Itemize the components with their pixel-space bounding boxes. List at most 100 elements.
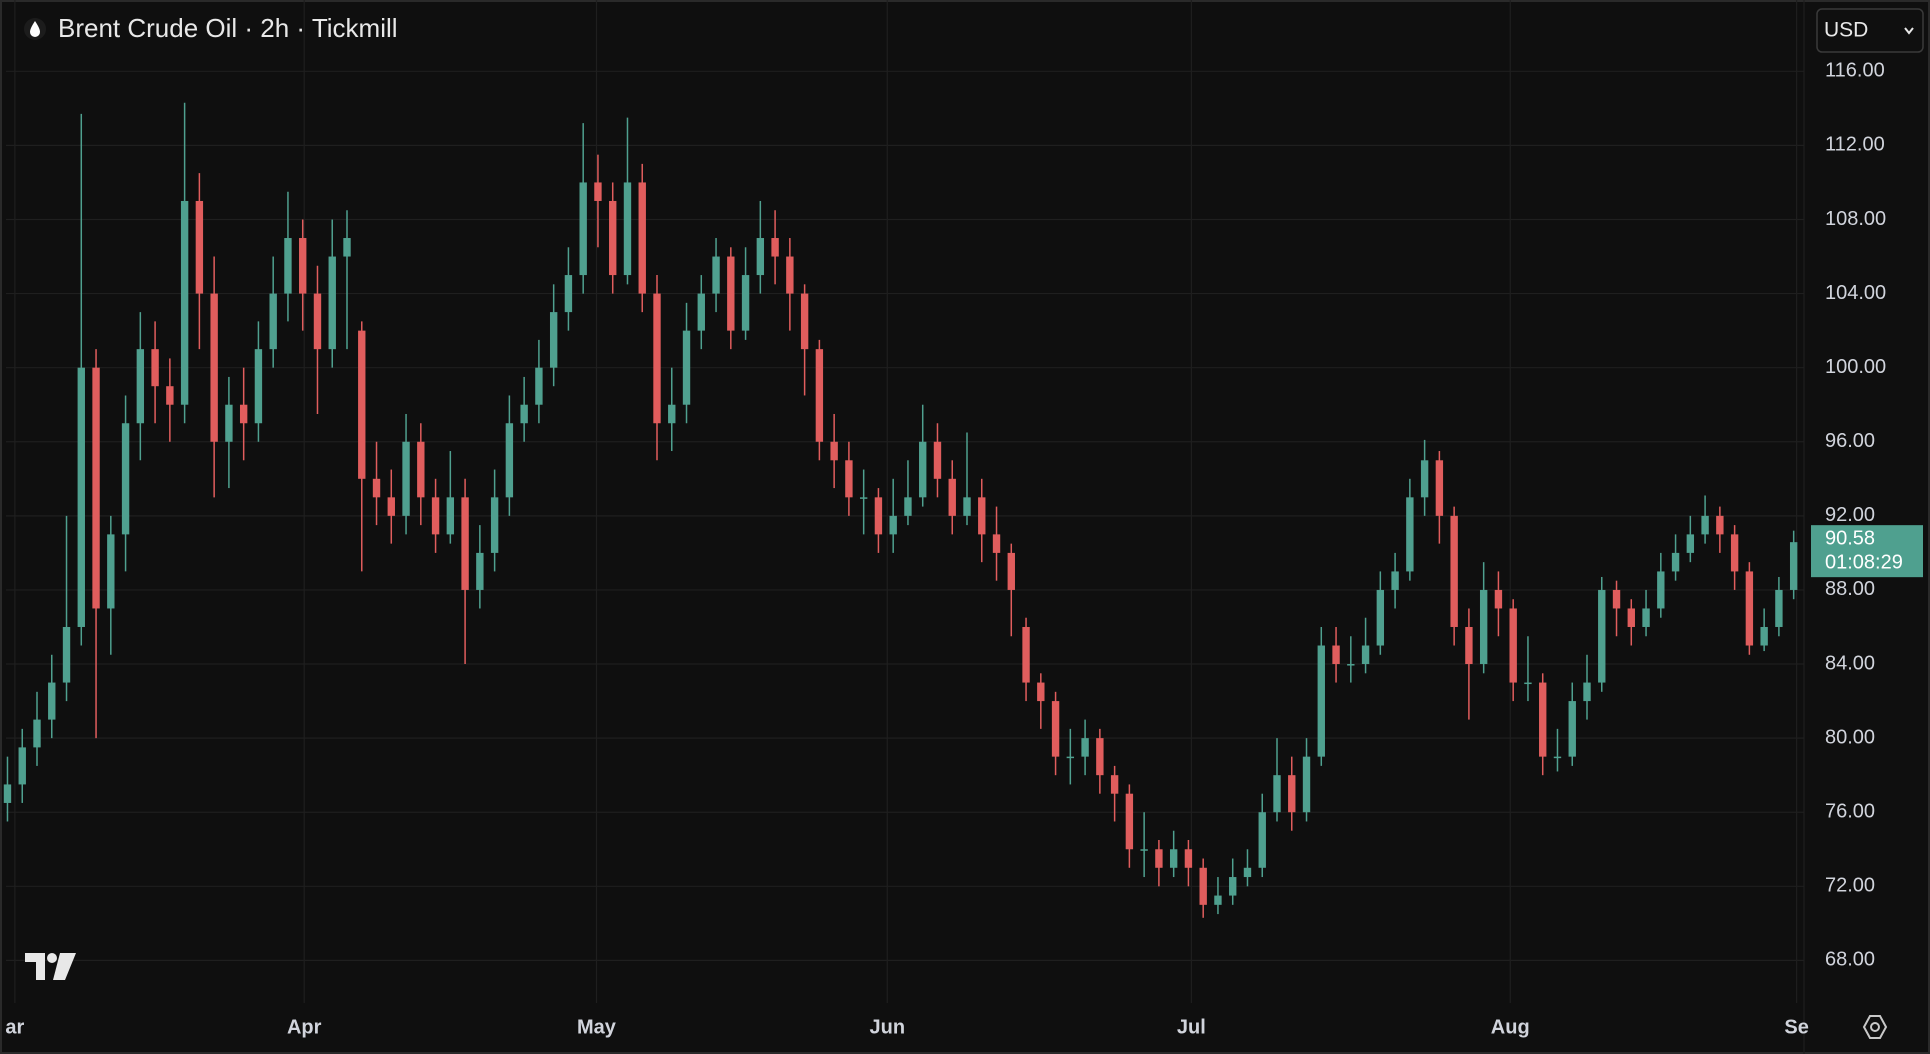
candle-body xyxy=(874,497,883,535)
candle-body xyxy=(978,497,986,535)
candle-body xyxy=(1657,571,1665,609)
candle-body xyxy=(1376,589,1385,646)
candle-body xyxy=(313,293,322,350)
candle-body xyxy=(1435,460,1444,516)
candle-body xyxy=(1789,542,1798,590)
candle-body xyxy=(1302,756,1311,813)
candle-body xyxy=(1022,626,1030,683)
candle-body xyxy=(682,330,691,405)
candle-body xyxy=(1450,515,1458,627)
candle-body xyxy=(800,293,809,350)
candle-body xyxy=(180,200,189,405)
x-tick-label: May xyxy=(577,1016,617,1038)
currency-label[interactable]: USD xyxy=(1824,19,1868,42)
candle-body xyxy=(889,515,897,535)
candle-body xyxy=(1524,682,1532,685)
candle-body xyxy=(328,256,336,350)
y-tick-label: 72.00 xyxy=(1825,875,1875,897)
candle-body xyxy=(579,182,587,276)
candle-body xyxy=(653,293,661,424)
candle-body xyxy=(1494,589,1503,609)
candle-body xyxy=(490,497,499,553)
y-tick-label: 92.00 xyxy=(1825,504,1875,526)
x-tick-label: Aug xyxy=(1491,1016,1530,1038)
grid-layer xyxy=(6,0,1805,1054)
candle-body xyxy=(1214,895,1222,905)
candle-body xyxy=(1273,775,1281,813)
candle-body xyxy=(1568,701,1576,757)
candle-body xyxy=(1317,645,1325,757)
candle-body xyxy=(48,682,56,720)
candle-body xyxy=(1110,775,1119,794)
candle-body xyxy=(18,747,26,785)
candle-body xyxy=(195,200,204,294)
candle-body xyxy=(1701,515,1709,535)
candle-body xyxy=(845,460,853,498)
tradingview-logo[interactable] xyxy=(25,953,76,980)
candle-body xyxy=(1539,682,1547,757)
currency-selector[interactable]: USD xyxy=(1816,8,1924,53)
candle-body xyxy=(1051,701,1060,757)
last-price-label: 90.58 xyxy=(1825,527,1875,549)
y-tick-label: 116.00 xyxy=(1825,60,1885,82)
candle-body xyxy=(1229,877,1237,896)
candle-body xyxy=(771,238,779,257)
x-tick-label: Apr xyxy=(287,1016,322,1038)
candle-body xyxy=(1775,589,1783,627)
candle-body xyxy=(1066,756,1075,759)
candle-body xyxy=(1288,775,1296,813)
candle-body xyxy=(1140,849,1148,851)
candle-body xyxy=(136,349,145,424)
y-tick-label: 80.00 xyxy=(1825,726,1875,748)
y-tick-label: 100.00 xyxy=(1825,356,1886,378)
candle-body xyxy=(1479,589,1488,665)
candle-body xyxy=(210,293,218,442)
candle-body xyxy=(948,478,956,516)
candle-body xyxy=(284,238,292,294)
candle-body xyxy=(461,497,469,590)
candle-body xyxy=(505,423,514,498)
settings-button[interactable] xyxy=(1862,1015,1888,1039)
candle-body xyxy=(166,386,174,405)
candle-body xyxy=(1155,849,1163,868)
candle-body xyxy=(417,441,425,498)
candle-body xyxy=(1553,756,1562,759)
candle-body xyxy=(1465,626,1473,665)
candle-body xyxy=(697,293,705,331)
candle-body xyxy=(1258,812,1266,868)
candle-body xyxy=(933,441,942,479)
candle-body xyxy=(992,534,1001,553)
symbol-icon[interactable] xyxy=(24,18,46,40)
candle-body xyxy=(1406,497,1414,572)
candle-body xyxy=(1391,571,1399,590)
candle-body xyxy=(919,441,927,498)
y-tick-label: 88.00 xyxy=(1825,578,1875,600)
x-tick-label: ar xyxy=(5,1016,24,1038)
x-tick-label: Jun xyxy=(870,1016,906,1038)
candle-body xyxy=(372,478,381,498)
candle-body xyxy=(638,182,646,294)
candle-body xyxy=(1199,867,1207,905)
candle-body xyxy=(151,349,159,387)
candle-body xyxy=(520,404,528,424)
candle-body xyxy=(343,238,351,257)
y-tick-label: 84.00 xyxy=(1825,652,1875,674)
y-tick-label: 112.00 xyxy=(1825,134,1885,156)
candle-body xyxy=(33,719,41,748)
candle-body xyxy=(1642,608,1650,627)
candle-body xyxy=(859,497,868,499)
candle-body xyxy=(1745,571,1754,646)
candle-body xyxy=(1007,552,1015,590)
x-tick-label: Jul xyxy=(1177,1016,1206,1038)
candle-body xyxy=(1598,589,1606,683)
candle-body xyxy=(549,312,558,368)
candle-body xyxy=(254,349,263,424)
candle-body xyxy=(535,367,543,405)
candle-body xyxy=(1332,645,1340,665)
chart-title[interactable]: Brent Crude Oil · 2h · Tickmill xyxy=(58,13,398,43)
candle-body xyxy=(712,256,720,294)
candle-body xyxy=(225,404,233,442)
